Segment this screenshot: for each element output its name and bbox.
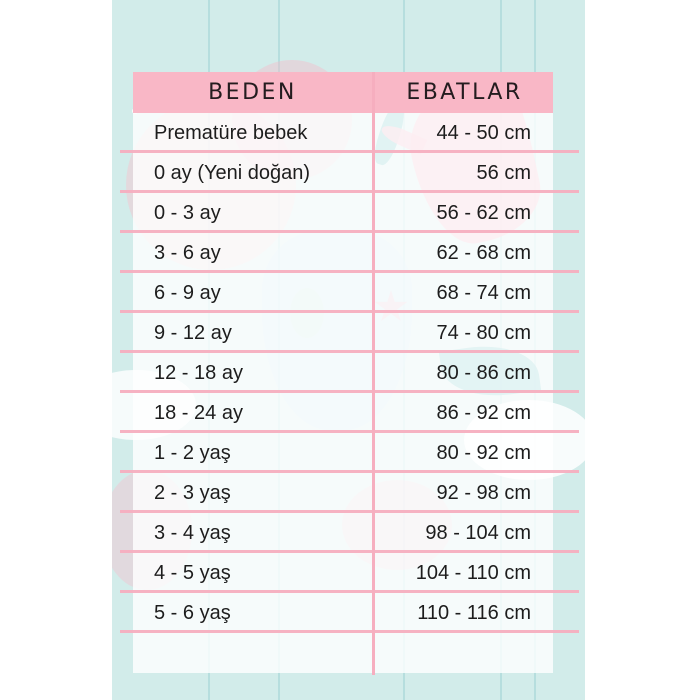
- cell-size: 3 - 4 yaş: [154, 521, 231, 544]
- cell-dimension: 98 - 104 cm: [425, 521, 531, 544]
- row-divider: [120, 270, 579, 273]
- column-header-beden: BEDEN: [208, 80, 297, 105]
- table-row: 0 ay (Yeni doğan) 56 cm: [120, 153, 579, 193]
- cell-dimension: 74 - 80 cm: [436, 321, 531, 344]
- table-row: 0 - 3 ay 56 - 62 cm: [120, 193, 579, 233]
- row-divider: [120, 550, 579, 553]
- table-row: 2 - 3 yaş 92 - 98 cm: [120, 473, 579, 513]
- cell-dimension: 62 - 68 cm: [436, 241, 531, 264]
- table-row: 4 - 5 yaş 104 - 110 cm: [120, 553, 579, 593]
- table-row-empty: [133, 633, 553, 673]
- table-row: 3 - 4 yaş 98 - 104 cm: [120, 513, 579, 553]
- table-row: 3 - 6 ay 62 - 68 cm: [120, 233, 579, 273]
- cell-dimension: 56 - 62 cm: [436, 201, 531, 224]
- row-divider: [120, 350, 579, 353]
- row-divider: [120, 630, 579, 633]
- table-row: 5 - 6 yaş 110 - 116 cm: [120, 593, 579, 633]
- cell-size: 9 - 12 ay: [154, 321, 232, 344]
- table-row: 1 - 2 yaş 80 - 92 cm: [120, 433, 579, 473]
- row-divider: [120, 470, 579, 473]
- table-row: 9 - 12 ay 74 - 80 cm: [120, 313, 579, 353]
- cell-dimension: 56 cm: [476, 161, 531, 184]
- cell-dimension: 80 - 86 cm: [436, 361, 531, 384]
- cell-dimension: 86 - 92 cm: [436, 401, 531, 424]
- cell-size: 1 - 2 yaş: [154, 441, 231, 464]
- cell-size: 18 - 24 ay: [154, 401, 243, 424]
- table-row: 12 - 18 ay 80 - 86 cm: [120, 353, 579, 393]
- row-divider: [120, 230, 579, 233]
- table-row: 18 - 24 ay 86 - 92 cm: [120, 393, 579, 433]
- row-divider: [120, 590, 579, 593]
- cell-size: 4 - 5 yaş: [154, 561, 231, 584]
- table-row: 6 - 9 ay 68 - 74 cm: [120, 273, 579, 313]
- row-divider: [120, 510, 579, 513]
- row-divider: [120, 310, 579, 313]
- cell-size: 12 - 18 ay: [154, 361, 243, 384]
- table-row: Prematüre bebek 44 - 50 cm: [120, 113, 579, 153]
- cell-size: 0 - 3 ay: [154, 201, 221, 224]
- cell-size: 5 - 6 yaş: [154, 601, 231, 624]
- column-header-ebatlar: EBATLAR: [406, 80, 523, 105]
- cell-dimension: 104 - 110 cm: [415, 561, 531, 584]
- cell-dimension: 80 - 92 cm: [436, 441, 531, 464]
- cell-size: 0 ay (Yeni doğan): [154, 161, 311, 184]
- row-divider: [120, 390, 579, 393]
- cell-dimension: 68 - 74 cm: [436, 281, 531, 304]
- cell-size: 3 - 6 ay: [154, 241, 221, 264]
- row-divider: [120, 430, 579, 433]
- row-divider: [120, 190, 579, 193]
- row-divider: [120, 150, 579, 153]
- column-divider: [372, 72, 375, 675]
- table-header-row: BEDEN EBATLAR: [133, 72, 553, 113]
- table-body: Prematüre bebek 44 - 50 cm 0 ay (Yeni do…: [120, 113, 579, 673]
- cell-dimension: 110 - 116 cm: [417, 601, 531, 624]
- cell-dimension: 92 - 98 cm: [436, 481, 531, 504]
- cell-size: 2 - 3 yaş: [154, 481, 231, 504]
- cell-size: 6 - 9 ay: [154, 281, 221, 304]
- cell-size: Prematüre bebek: [154, 121, 308, 144]
- cell-dimension: 44 - 50 cm: [436, 121, 531, 144]
- size-chart-table: BEDEN EBATLAR Prematüre bebek 44 - 50 cm…: [120, 72, 579, 673]
